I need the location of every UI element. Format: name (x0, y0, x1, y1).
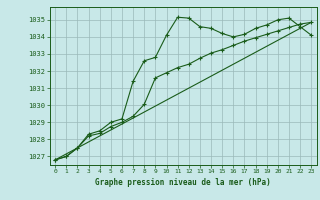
X-axis label: Graphe pression niveau de la mer (hPa): Graphe pression niveau de la mer (hPa) (95, 178, 271, 187)
